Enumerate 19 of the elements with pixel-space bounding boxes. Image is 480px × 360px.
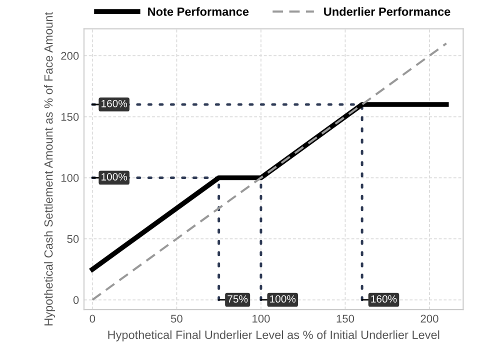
x-tick-label: 200 <box>420 314 438 323</box>
x-tick-label: 150 <box>336 314 354 323</box>
annotation: 100% <box>102 173 128 181</box>
x-tick-label: 0 <box>90 314 96 323</box>
annotation: 160% <box>102 100 128 108</box>
x-tick-label: 50 <box>170 314 182 323</box>
y-tick-label: 200 <box>61 52 79 60</box>
legend-label: Note Performance <box>148 7 249 16</box>
annotation: 100% <box>270 295 296 303</box>
annotation: 75% <box>228 295 248 303</box>
legend-label: Underlier Performance <box>324 7 450 16</box>
y-tick-label: 50 <box>67 235 79 243</box>
x-axis-title: Hypothetical Final Underlier Level as % of Initial Underlier Level <box>108 330 440 342</box>
x-tick-label: 100 <box>252 314 270 323</box>
y-tick-label: 0 <box>73 296 79 304</box>
y-axis-title: Hypothetical Cash Settlement Amount as % of Face Amount <box>44 12 56 326</box>
annotation: 160% <box>371 295 397 303</box>
y-tick-label: 150 <box>61 112 79 121</box>
y-tick-label: 100 <box>61 174 79 182</box>
